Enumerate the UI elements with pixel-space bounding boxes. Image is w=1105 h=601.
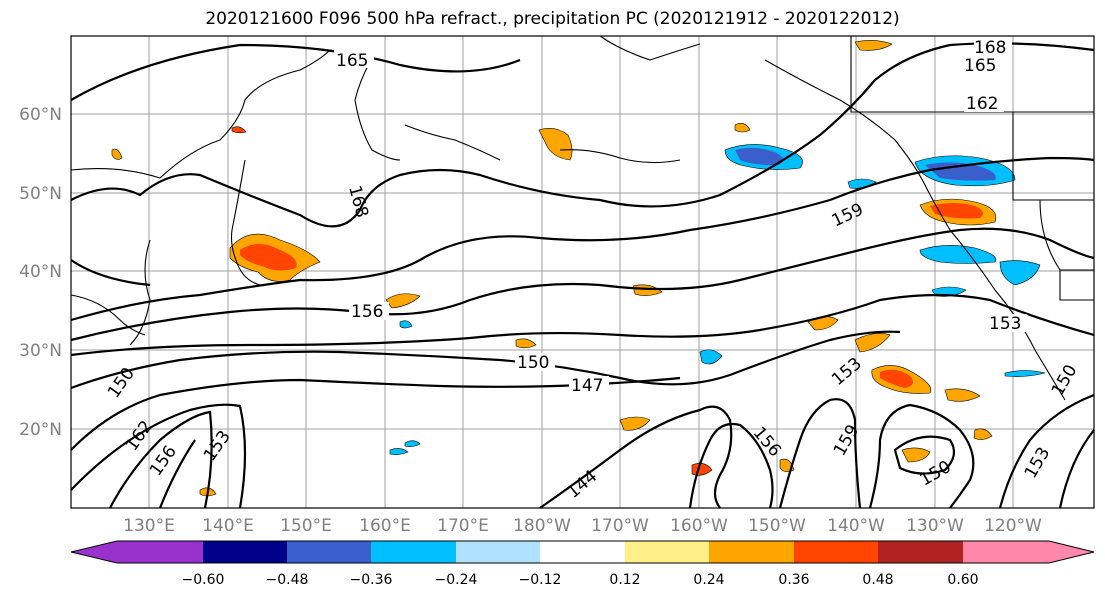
lon-tick-label: 140°W: [827, 516, 885, 536]
colorbar-tick-label: 0.36: [778, 572, 809, 588]
contour-label: 165: [336, 51, 368, 71]
lon-tick-label: 130°W: [906, 516, 964, 536]
colorbar-bin: [794, 541, 878, 563]
colorbar-tick-label: −0.24: [435, 572, 478, 588]
lat-tick-label: 20°N: [19, 420, 62, 440]
refractivity-contours: [70, 42, 1095, 509]
colorbar-tick-label: −0.60: [182, 572, 225, 588]
colorbar-tick-label: 0.12: [609, 572, 640, 588]
lat-tick-label: 40°N: [19, 262, 62, 282]
colorbar-bin: [203, 541, 287, 563]
contour-label: 147: [571, 376, 603, 396]
lat-tick-label: 60°N: [19, 105, 62, 125]
colorbar-tick-label: −0.36: [350, 572, 393, 588]
contour-label: 156: [351, 302, 383, 322]
lon-tick-label: 160°E: [359, 516, 411, 536]
lon-tick-label: 120°W: [984, 516, 1042, 536]
colorbar-bin: [709, 541, 794, 563]
colorbar-tick-label: 0.48: [862, 572, 893, 588]
contour-label: 165: [964, 56, 996, 76]
lon-tick-label: 170°E: [437, 516, 489, 536]
graticule: [71, 36, 1094, 508]
precip-positive: [111, 40, 997, 497]
lat-axis: 60°N 50°N 40°N 30°N 20°N: [19, 105, 62, 440]
contour-label: 153: [989, 314, 1021, 334]
lat-tick-label: 50°N: [19, 184, 62, 204]
colorbar-tick-label: 0.60: [947, 572, 978, 588]
colorbar-bin: [540, 541, 625, 563]
contour-label: 150: [517, 353, 549, 373]
lon-tick-label: 150°E: [280, 516, 332, 536]
precip-negative: [389, 144, 1046, 455]
colorbar-bin: [71, 541, 203, 563]
lon-tick-label: 180°W: [513, 516, 571, 536]
colorbar-tick-label: −0.12: [519, 572, 562, 588]
colorbar-bin: [456, 541, 540, 563]
colorbar: −0.60 −0.48 −0.36 −0.24 −0.12 0.12 0.24 …: [70, 540, 1095, 588]
lon-tick-label: 160°W: [670, 516, 728, 536]
colorbar-bin: [287, 541, 371, 563]
lon-axis: 130°E 140°E 150°E 160°E 170°E 180°W 170°…: [123, 516, 1042, 536]
lon-tick-label: 150°W: [748, 516, 806, 536]
lon-tick-label: 170°W: [591, 516, 649, 536]
colorbar-bin: [878, 541, 963, 563]
colorbar-tick-label: 0.24: [693, 572, 724, 588]
colorbar-bin: [371, 541, 456, 563]
contour-label: 168: [974, 38, 1006, 58]
map-title: 2020121600 F096 500 hPa refract., precip…: [205, 9, 900, 29]
colorbar-tick-label: −0.48: [266, 572, 309, 588]
contour-label: 162: [966, 94, 998, 114]
lon-tick-label: 130°E: [123, 516, 175, 536]
lon-tick-label: 140°E: [202, 516, 254, 536]
colorbar-bin: [625, 541, 709, 563]
map-panel: [70, 35, 1095, 509]
colorbar-bin: [963, 541, 1094, 563]
lat-tick-label: 30°N: [19, 341, 62, 361]
